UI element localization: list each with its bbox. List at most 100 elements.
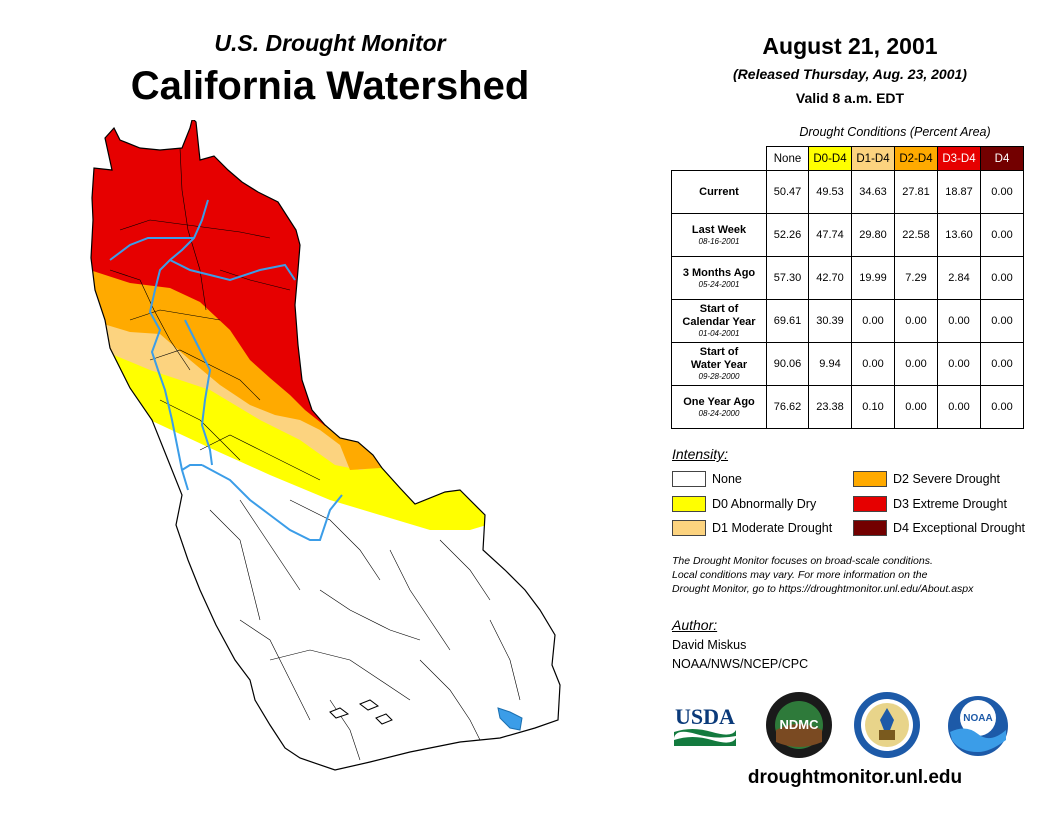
- row-label: Current: [671, 170, 767, 214]
- rivers: [109, 199, 343, 541]
- legend-item-d1: D1 Moderate Drought: [672, 520, 832, 536]
- cell-none: 76.62: [766, 385, 809, 429]
- upper-river: [109, 237, 194, 261]
- row-label: 3 Months Ago 05-24-2001: [671, 256, 767, 300]
- header-d4: D4: [980, 146, 1024, 171]
- cell-d2-d4: 0.00: [894, 299, 938, 343]
- header-d1-d4: D1-D4: [851, 146, 895, 171]
- cell-d3-d4: 18.87: [937, 170, 981, 214]
- cell-d3-d4: 2.84: [937, 256, 981, 300]
- website-link[interactable]: droughtmonitor.unl.edu: [747, 767, 963, 788]
- ndmc-logo-text: NDMC: [780, 717, 820, 732]
- table-header-row: None D0-D4 D1-D4 D2-D4 D3-D4 D4: [672, 146, 1024, 171]
- legend-label: D0 Abnormally Dry: [712, 497, 817, 511]
- author-org: NOAA/NWS/NCEP/CPC: [672, 657, 809, 671]
- cell-d1-d4: 29.80: [851, 213, 895, 257]
- cell-none: 52.26: [766, 213, 809, 257]
- cell-none: 50.47: [766, 170, 809, 214]
- table-row-3-months-ago: 3 Months Ago 05-24-2001 57.30 42.70 19.99…: [671, 256, 1024, 300]
- cell-d4: 0.00: [980, 213, 1024, 257]
- map-date: August 21, 2001: [762, 33, 938, 59]
- cell-d3-d4: 0.00: [937, 299, 981, 343]
- cell-d3-d4: 0.00: [937, 342, 981, 386]
- cell-none: 90.06: [766, 342, 809, 386]
- california-watershed-map: [90, 120, 561, 771]
- author-name: David Miskus: [672, 638, 747, 652]
- valid-time: Valid 8 a.m. EDT: [795, 90, 905, 106]
- legend-label: None: [712, 472, 742, 486]
- legend-swatch: [672, 520, 706, 536]
- cell-none: 57.30: [766, 256, 809, 300]
- legend-label: D3 Extreme Drought: [893, 497, 1007, 511]
- row-label: One Year Ago 08-24-2000: [671, 385, 767, 429]
- san-joaquin-river: [201, 464, 343, 541]
- legend-swatch: [853, 520, 887, 536]
- table-row-one-year-ago: One Year Ago 08-24-2000 76.62 23.38 0.10 …: [671, 385, 1024, 429]
- release-date: (Released Thursday, Aug. 23, 2001): [733, 66, 967, 82]
- header-d3-d4: D3-D4: [937, 146, 981, 171]
- cell-d4: 0.00: [980, 256, 1024, 300]
- cell-d2-d4: 0.00: [894, 342, 938, 386]
- legend-label: D4 Exceptional Drought: [893, 521, 1026, 535]
- cell-none: 69.61: [766, 299, 809, 343]
- table-caption: Drought Conditions (Percent Area): [799, 125, 991, 139]
- cell-d1-d4: 0.00: [851, 342, 895, 386]
- subbasin-boundaries: [109, 147, 521, 761]
- cell-d0-d4: 42.70: [808, 256, 852, 300]
- author-heading: Author:: [672, 617, 718, 633]
- cell-d3-d4: 0.00: [937, 385, 981, 429]
- legend-swatch: [672, 496, 706, 512]
- cell-d3-d4: 13.60: [937, 213, 981, 257]
- usda-logo-text: USDA: [675, 704, 735, 729]
- note-line: Local conditions may vary. For more info…: [672, 569, 928, 581]
- table-row-start-calendar-year: Start of Calendar Year 01-04-2001 69.61 30…: [671, 299, 1024, 343]
- noaa-logo-text: NOAA: [963, 713, 992, 724]
- map-subtitle: U.S. Drought Monitor: [214, 30, 446, 56]
- cell-d1-d4: 19.99: [851, 256, 895, 300]
- legend-label: D1 Moderate Drought: [712, 521, 833, 535]
- legend-item-d0: D0 Abnormally Dry: [672, 496, 816, 512]
- drought-conditions-table: None D0-D4 D1-D4 D2-D4 D3-D4 D4 Current …: [671, 146, 1024, 429]
- cell-d0-d4: 47.74: [808, 213, 852, 257]
- cell-d1-d4: 0.00: [851, 299, 895, 343]
- ndmc-logo: NDMC: [766, 692, 832, 758]
- map-title: California Watershed: [130, 64, 530, 108]
- legend-item-none: None: [672, 471, 742, 487]
- header-d0-d4: D0-D4: [808, 146, 852, 171]
- legend-item-d3: D3 Extreme Drought: [853, 496, 1007, 512]
- table-row-last-week: Last Week 08-16-2001 52.26 47.74 29.80 22…: [671, 213, 1024, 257]
- legend-swatch: [853, 496, 887, 512]
- header-none: None: [766, 146, 809, 171]
- row-label: Start of Water Year 09-28-2000: [671, 342, 767, 386]
- header-blank-cell: [672, 147, 767, 171]
- cell-d0-d4: 30.39: [808, 299, 852, 343]
- sacramento-river: [148, 199, 209, 491]
- cell-d4: 0.00: [980, 342, 1024, 386]
- pit-river: [169, 259, 296, 282]
- cell-d2-d4: 0.00: [894, 385, 938, 429]
- cell-d2-d4: 27.81: [894, 170, 938, 214]
- note-line: The Drought Monitor focuses on broad-sca…: [672, 555, 933, 567]
- salton-sea: [497, 707, 523, 731]
- cell-d4: 0.00: [980, 170, 1024, 214]
- delta-channel: [181, 464, 202, 471]
- legend-label: D2 Severe Drought: [893, 472, 1001, 486]
- cell-d0-d4: 49.53: [808, 170, 852, 214]
- doc-seal-logo: [854, 692, 920, 758]
- table-row-current: Current 50.47 49.53 34.63 27.81 18.87 0.…: [671, 170, 1024, 214]
- legend-item-d2: D2 Severe Drought: [853, 471, 1000, 487]
- cell-d1-d4: 0.10: [851, 385, 895, 429]
- cell-d0-d4: 9.94: [808, 342, 852, 386]
- legend-item-d4: D4 Exceptional Drought: [853, 520, 1025, 536]
- row-label: Last Week 08-16-2001: [671, 213, 767, 257]
- cell-d4: 0.00: [980, 299, 1024, 343]
- legend-swatch: [853, 471, 887, 487]
- row-label: Start of Calendar Year 01-04-2001: [671, 299, 767, 343]
- cell-d2-d4: 22.58: [894, 213, 938, 257]
- cell-d0-d4: 23.38: [808, 385, 852, 429]
- offshore-islands: [329, 699, 393, 725]
- header-d2-d4: D2-D4: [894, 146, 938, 171]
- table-row-start-water-year: Start of Water Year 09-28-2000 90.06 9.94 …: [671, 342, 1024, 386]
- feather-river: [184, 319, 213, 466]
- legend-heading: Intensity:: [672, 446, 729, 462]
